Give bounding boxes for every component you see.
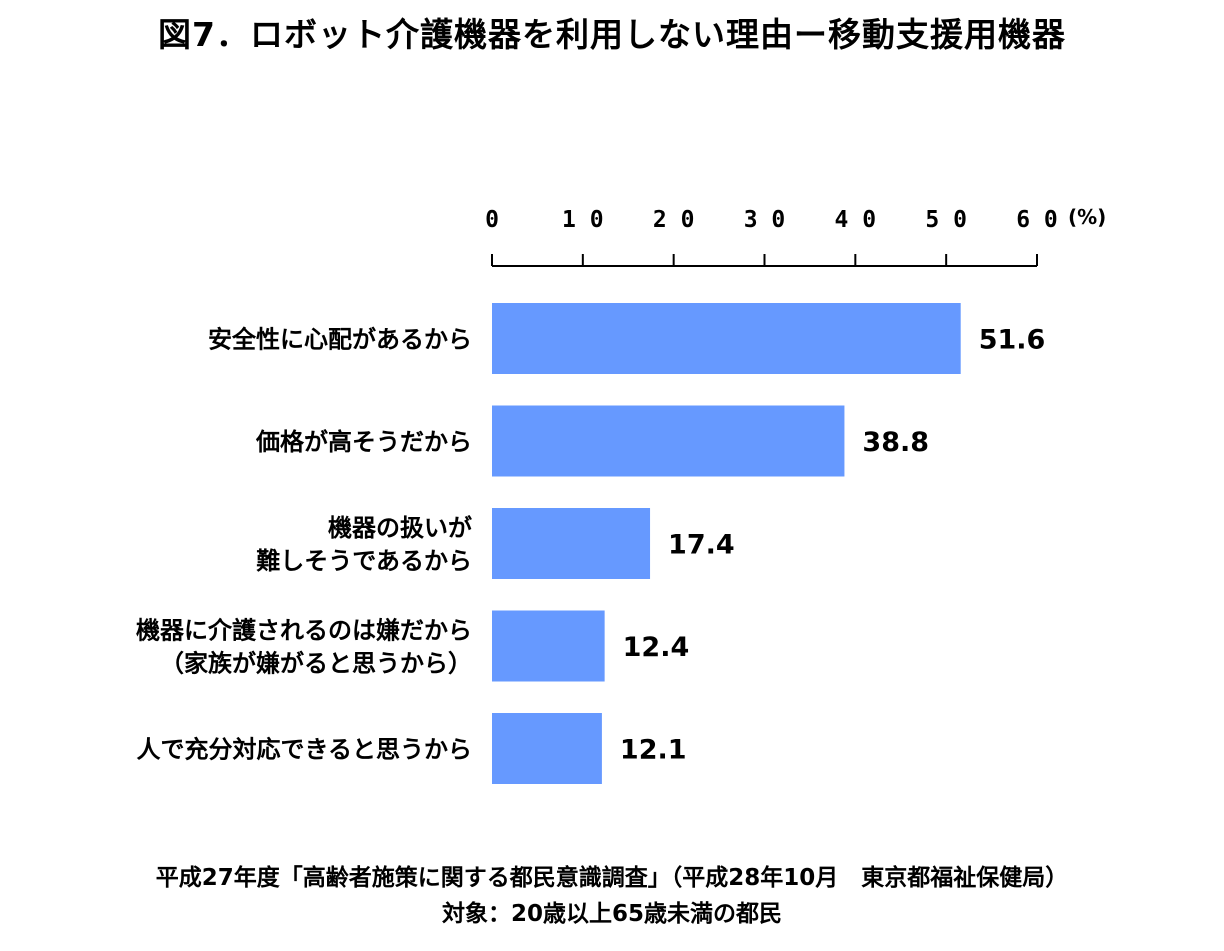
footer-target: 対象：20歳以上65歳未満の都民 (441, 901, 782, 927)
bars (492, 303, 961, 784)
value-labels: 51.6 38.8 17.4 12.4 12.1 (620, 325, 1045, 766)
bar (492, 303, 961, 374)
value-label: 12.4 (623, 632, 690, 663)
x-tick-label: 0 (485, 207, 499, 233)
x-tick-label: 6 0 (1016, 207, 1058, 233)
category-label: 人で充分対応できると思うから (136, 736, 472, 764)
category-label: 機器に介護されるのは嫌だから (136, 617, 472, 645)
x-axis: 0 1 0 2 0 3 0 4 0 5 0 6 0 (%) (485, 205, 1106, 267)
bar (492, 508, 651, 579)
bar (492, 405, 845, 477)
x-tick-label: 3 0 (744, 207, 786, 233)
value-label: 12.1 (620, 735, 687, 766)
category-labels: 安全性に心配があるから価格が高そうだから機器の扱いが難しそうであるから機器に介護… (136, 326, 472, 764)
chart-title: 図7．ロボット介護機器を利用しない理由ー移動支援用機器 (158, 15, 1066, 54)
bar (492, 713, 602, 784)
value-label: 38.8 (862, 427, 929, 458)
category-label: 難しそうであるから (256, 547, 472, 575)
value-label: 51.6 (979, 325, 1046, 356)
category-label: 機器の扱いが (328, 514, 472, 542)
category-label: （家族が嫌がると思うから） (160, 650, 472, 678)
unit-label: (%) (1068, 205, 1106, 229)
value-label: 17.4 (668, 530, 735, 561)
x-tick-label: 1 0 (562, 207, 604, 233)
x-tick-label: 2 0 (653, 207, 695, 233)
category-label: 価格が高そうだから (255, 428, 472, 456)
x-tick-label: 4 0 (835, 207, 877, 233)
footer-source: 平成27年度「高齢者施策に関する都民意識調査」（平成28年10月 東京都福祉保健… (155, 865, 1069, 891)
bar (492, 610, 605, 682)
x-tick-label: 5 0 (925, 207, 967, 233)
category-label: 安全性に心配があるから (208, 326, 472, 354)
